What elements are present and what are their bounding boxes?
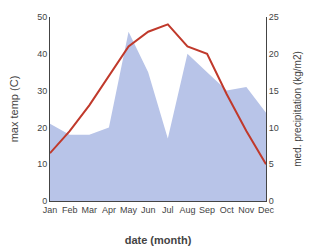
svg-text:Nov: Nov [238,205,255,215]
svg-text:30: 30 [37,86,47,96]
svg-text:20: 20 [37,123,47,133]
svg-text:Oct: Oct [220,205,235,215]
svg-text:0: 0 [269,196,274,206]
svg-text:Sep: Sep [199,205,215,215]
svg-text:Dec: Dec [258,205,275,215]
svg-text:5: 5 [269,159,274,169]
svg-text:25: 25 [269,12,279,22]
svg-text:max temp (C): max temp (C) [8,76,20,143]
svg-text:20: 20 [269,49,279,59]
svg-text:10: 10 [37,159,47,169]
svg-text:Mar: Mar [82,205,98,215]
svg-text:Apr: Apr [102,205,116,215]
svg-text:Jun: Jun [141,205,156,215]
svg-text:Jul: Jul [162,205,174,215]
svg-text:0: 0 [42,196,47,206]
svg-text:Feb: Feb [62,205,78,215]
svg-text:10: 10 [269,123,279,133]
svg-text:50: 50 [37,12,47,22]
svg-text:40: 40 [37,49,47,59]
svg-text:Jan: Jan [43,205,58,215]
svg-text:med. precipitation (kg/m2): med. precipitation (kg/m2) [292,51,303,167]
svg-text:date (month): date (month) [125,234,192,246]
svg-text:15: 15 [269,86,279,96]
svg-text:Aug: Aug [179,205,195,215]
svg-text:May: May [120,205,138,215]
